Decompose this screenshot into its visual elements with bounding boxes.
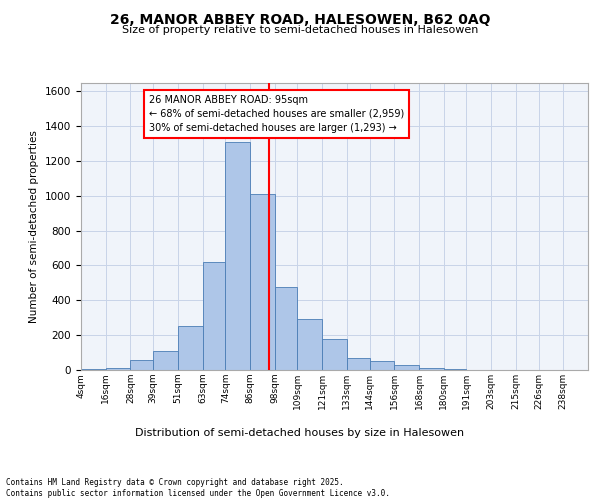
Bar (275, 287, 298, 370)
Text: 26 MANOR ABBEY ROAD: 95sqm
← 68% of semi-detached houses are smaller (2,959)
30%: 26 MANOR ABBEY ROAD: 95sqm ← 68% of semi… (149, 94, 404, 132)
Bar (444, 369, 466, 370)
Bar (250, 194, 275, 370)
Y-axis label: Number of semi-detached properties: Number of semi-detached properties (29, 130, 40, 322)
Bar (153, 351, 178, 370)
Bar (370, 362, 394, 370)
Bar (203, 262, 225, 370)
Text: Size of property relative to semi-detached houses in Halesowen: Size of property relative to semi-detach… (122, 25, 478, 35)
Bar (225, 142, 250, 370)
Text: Distribution of semi-detached houses by size in Halesowen: Distribution of semi-detached houses by … (136, 428, 464, 438)
Bar (81, 369, 106, 370)
Text: Contains HM Land Registry data © Crown copyright and database right 2025.
Contai: Contains HM Land Registry data © Crown c… (6, 478, 390, 498)
Bar (394, 365, 419, 370)
Bar (106, 368, 130, 370)
Bar (178, 326, 203, 370)
Text: 26, MANOR ABBEY ROAD, HALESOWEN, B62 0AQ: 26, MANOR ABBEY ROAD, HALESOWEN, B62 0AQ (110, 12, 490, 26)
Bar (322, 338, 347, 370)
Bar (347, 358, 370, 370)
Bar (419, 368, 444, 370)
Bar (130, 360, 153, 370)
Bar (298, 318, 322, 370)
